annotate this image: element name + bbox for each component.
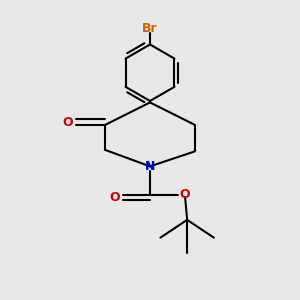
Text: N: N: [145, 160, 155, 173]
Text: O: O: [180, 188, 190, 201]
Text: O: O: [62, 116, 73, 129]
Text: Br: Br: [142, 22, 158, 34]
Text: O: O: [110, 191, 120, 204]
